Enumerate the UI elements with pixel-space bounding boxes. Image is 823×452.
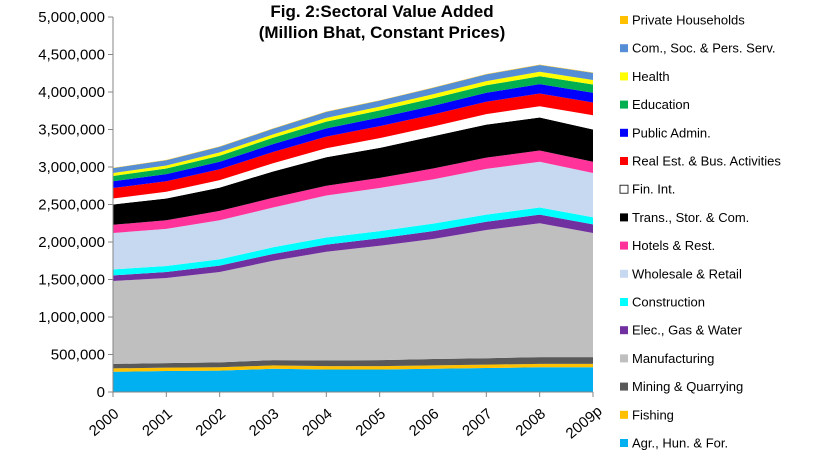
legend-label-com-soc-pers-serv: Com., Soc. & Pers. Serv. xyxy=(632,41,776,56)
legend-swatch-public-admin xyxy=(620,128,628,137)
x-tick-label: 2000 xyxy=(86,405,122,439)
area-trans-stor-com xyxy=(113,117,593,225)
y-tick-label: 1,500,000 xyxy=(38,272,105,289)
legend-label-construction: Construction xyxy=(632,295,705,310)
x-tick-label: 2007 xyxy=(459,405,495,439)
legend-label-health: Health xyxy=(632,69,670,84)
x-tick-label: 2003 xyxy=(246,405,282,439)
y-axis-ticks: 0 500,000 1,000,000 1,500,000 2,000,000 2,500… xyxy=(38,9,113,401)
legend-label-private-households: Private Households xyxy=(632,13,745,28)
legend-swatch-com-soc-pers-serv xyxy=(620,44,628,53)
y-tick-label: 1,000,000 xyxy=(38,309,105,326)
legend-label-fishing: Fishing xyxy=(632,407,674,422)
y-tick-label: 4,000,000 xyxy=(38,84,105,101)
area-public-admin xyxy=(113,84,593,188)
area-private-households xyxy=(113,64,593,169)
legend-label-wholesale-retail: Wholesale & Retail xyxy=(632,266,742,281)
y-tick-label: 500,000 xyxy=(51,347,105,364)
x-axis-ticks: 2000 2001 2002 2003 2004 2005 2006 2007 2008 2009… xyxy=(86,392,606,442)
y-tick-label: 3,000,000 xyxy=(38,159,105,176)
legend-swatch-education xyxy=(620,100,628,109)
legend: Private Households Com., Soc. & Pers. Ser… xyxy=(619,13,781,451)
area-agr-hun-for xyxy=(113,367,593,392)
area-real-est-bus-activities xyxy=(113,93,593,199)
legend-label-fin-int: Fin. Int. xyxy=(632,182,675,197)
area-hotels-rest xyxy=(113,150,593,233)
area-fishing xyxy=(113,363,593,372)
legend-swatch-construction xyxy=(620,298,628,306)
y-tick-label: 3,500,000 xyxy=(38,122,105,139)
y-tick-label: 2,000,000 xyxy=(38,234,105,251)
area-manufacturing xyxy=(113,223,593,364)
x-tick-label: 2001 xyxy=(139,405,175,439)
legend-swatch-private-households xyxy=(620,16,628,24)
area-layers xyxy=(113,64,593,392)
x-tick-label: 2006 xyxy=(406,405,442,439)
legend-swatch-fishing xyxy=(620,410,628,419)
chart-title-line-2: (Million Bhat, Constant Prices) xyxy=(259,23,506,42)
area-wholesale-retail xyxy=(113,161,593,270)
legend-swatch-trans-stor-com xyxy=(620,213,628,222)
legend-label-real-est-bus-activities: Real Est. & Bus. Activities xyxy=(632,154,781,169)
x-tick-label: 2002 xyxy=(193,405,229,439)
legend-swatch-wholesale-retail xyxy=(620,269,628,278)
y-tick-label: 2,500,000 xyxy=(38,197,105,214)
legend-label-public-admin: Public Admin. xyxy=(632,125,711,140)
x-tick-label: 2005 xyxy=(353,405,389,439)
x-tick-label: 2008 xyxy=(513,405,549,439)
legend-label-mining-quarrying: Mining & Quarrying xyxy=(632,379,743,394)
x-tick-label: 2009p xyxy=(563,403,606,443)
legend-label-hotels-rest: Hotels & Rest. xyxy=(632,238,715,253)
y-tick-label: 0 xyxy=(97,384,105,401)
legend-label-agr-hun-for: Agr., Hun. & For. xyxy=(632,436,728,451)
legend-swatch-hotels-rest xyxy=(620,241,628,250)
legend-swatch-health xyxy=(620,72,628,81)
legend-label-trans-stor-com: Trans., Stor. & Com. xyxy=(632,210,749,225)
legend-label-education: Education xyxy=(632,97,690,112)
legend-swatch-real-est-bus-activities xyxy=(620,157,628,165)
area-health xyxy=(113,71,593,176)
legend-swatch-mining-quarrying xyxy=(620,382,628,391)
legend-label-elec-gas-water: Elec., Gas & Water xyxy=(632,323,743,338)
area-mining-quarrying xyxy=(113,357,593,369)
area-com-soc-pers-serv xyxy=(113,65,593,173)
legend-swatch-agr-hun-for xyxy=(620,439,628,447)
legend-swatch-manufacturing xyxy=(620,354,628,363)
x-tick-label: 2004 xyxy=(299,405,335,439)
legend-swatch-fin-int xyxy=(619,184,629,194)
area-fin-int xyxy=(113,106,593,205)
y-tick-label: 4,500,000 xyxy=(38,47,105,64)
chart-title-line-1: Fig. 2:Sectoral Value Added xyxy=(270,2,493,21)
y-tick-label: 5,000,000 xyxy=(38,9,105,26)
area-elec-gas-water xyxy=(113,214,593,281)
legend-swatch-elec-gas-water xyxy=(620,326,628,335)
area-education xyxy=(113,76,593,182)
legend-label-manufacturing: Manufacturing xyxy=(632,351,714,366)
area-construction xyxy=(113,207,593,276)
